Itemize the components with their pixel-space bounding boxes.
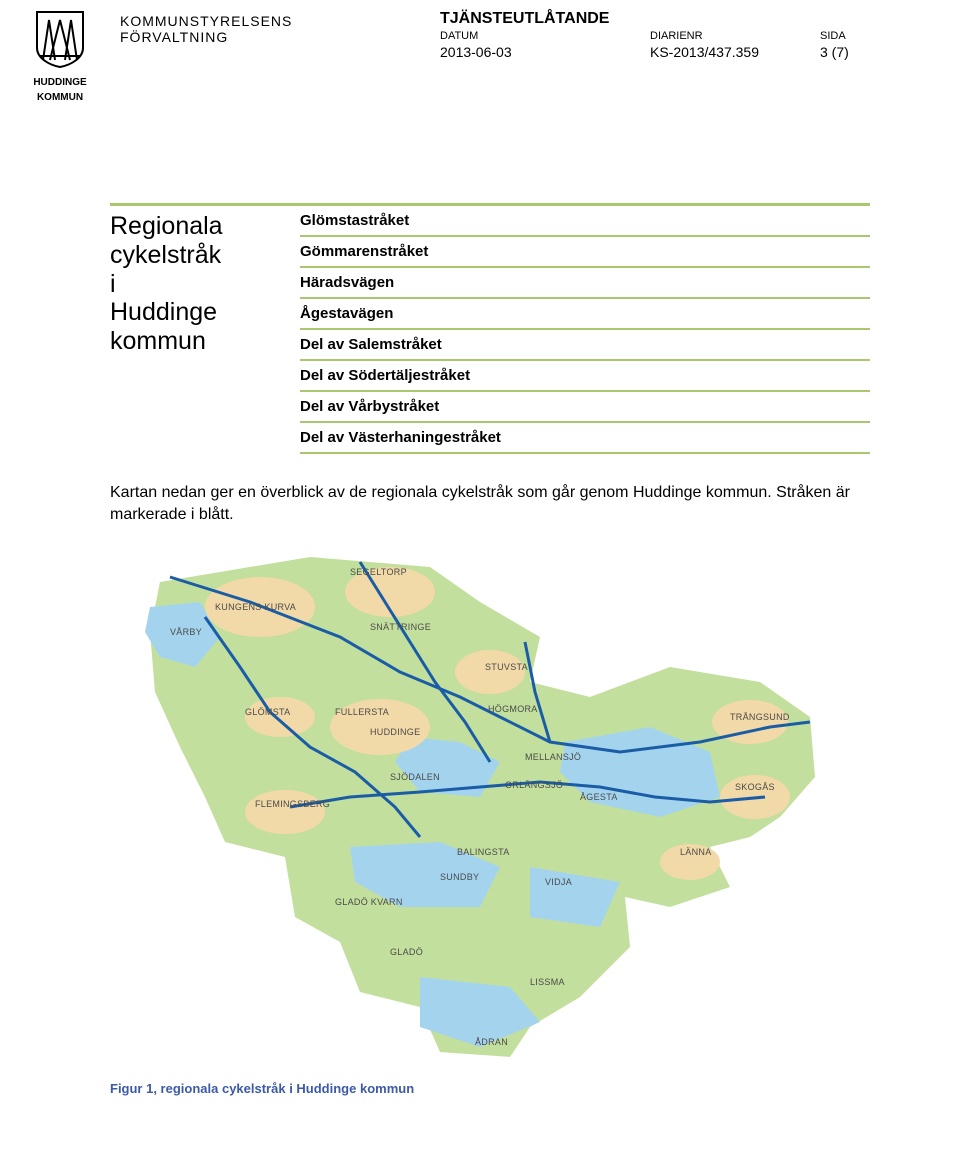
route-item: Häradsvägen — [300, 268, 870, 299]
place-label: HÖGMORA — [488, 704, 538, 714]
organisation-name: KOMMUNSTYRELSENS FÖRVALTNING — [120, 10, 400, 103]
municipality-shield-icon — [35, 10, 85, 68]
logo-text-line1: HUDDINGE — [20, 77, 100, 88]
logo-text-line2: KOMMUN — [20, 92, 100, 103]
title-line: i — [110, 270, 280, 299]
page-content: Regionala cykelstråk i Huddinge kommun G… — [0, 103, 960, 1096]
place-label: SNÄTTRINGE — [370, 622, 431, 632]
place-label: LÄNNA — [680, 847, 712, 857]
route-item: Del av Vårbystråket — [300, 392, 870, 423]
place-label: SKOGÅS — [735, 782, 775, 792]
document-header: HUDDINGE KOMMUN KOMMUNSTYRELSENS FÖRVALT… — [0, 0, 960, 103]
place-label: MELLANSJÖ — [525, 752, 581, 762]
route-item: Del av Salemstråket — [300, 330, 870, 361]
datum-label: DATUM — [440, 30, 650, 42]
sida-value: 3 (7) — [820, 44, 920, 60]
place-label: GLÖMSTA — [245, 707, 290, 717]
place-label: VÅRBY — [170, 627, 202, 637]
route-item: Del av Västerhaningestråket — [300, 423, 870, 454]
title-line: Huddinge — [110, 298, 280, 327]
place-label: BALINGSTA — [457, 847, 510, 857]
route-item: Ågestavägen — [300, 299, 870, 330]
map-svg — [110, 547, 845, 1067]
place-label: SEGELTORP — [350, 567, 407, 577]
datum-value: 2013-06-03 — [440, 44, 650, 60]
route-table-title: Regionala cykelstråk i Huddinge kommun — [110, 206, 280, 454]
sida-label: SIDA — [820, 30, 920, 42]
document-title: TJÄNSTEUTLÅTANDE — [440, 10, 920, 28]
place-label: ÅGESTA — [580, 792, 618, 802]
place-label: STUVSTA — [485, 662, 528, 672]
title-line: cykelstråk — [110, 241, 280, 270]
route-list: GlömstastråketGömmarenstråketHäradsvägen… — [300, 206, 870, 454]
place-label: ORLÅNGSJÖ — [505, 780, 563, 790]
place-label: GLADÖ — [390, 947, 423, 957]
figure-caption: Figur 1, regionala cykelstråk i Huddinge… — [110, 1081, 870, 1096]
route-item: Del av Södertäljestråket — [300, 361, 870, 392]
header-right: KOMMUNSTYRELSENS FÖRVALTNING TJÄNSTEUTLÅ… — [120, 10, 920, 103]
logo-column: HUDDINGE KOMMUN — [20, 10, 100, 103]
place-label: KUNGENS KURVA — [215, 602, 296, 612]
diarienr-value: KS-2013/437.359 — [650, 44, 820, 60]
place-label: GLADÖ KVARN — [335, 897, 403, 907]
place-label: ÅDRAN — [475, 1037, 508, 1047]
route-table: Regionala cykelstråk i Huddinge kommun G… — [110, 203, 870, 454]
body-paragraph: Kartan nedan ger en överblick av de regi… — [110, 482, 870, 525]
place-label: LISSMA — [530, 977, 565, 987]
place-label: VIDJA — [545, 877, 572, 887]
urban-shape — [455, 650, 525, 694]
place-label: FLEMINGSBERG — [255, 799, 330, 809]
title-line: Regionala — [110, 212, 280, 241]
place-label: SUNDBY — [440, 872, 479, 882]
urban-shape — [245, 790, 325, 834]
place-label: HUDDINGE — [370, 727, 420, 737]
place-label: TRÅNGSUND — [730, 712, 790, 722]
map-figure: SEGELTORP KUNGENS KURVA VÅRBY SNÄTTRINGE STU… — [110, 547, 845, 1067]
diarienr-label: DIARIENR — [650, 30, 820, 42]
title-line: kommun — [110, 327, 280, 356]
route-item: Glömstastråket — [300, 206, 870, 237]
place-label: FULLERSTA — [335, 707, 389, 717]
document-meta: TJÄNSTEUTLÅTANDE DATUM DIARIENR SIDA 201… — [440, 10, 920, 103]
urban-shape — [245, 697, 315, 737]
place-label: SJÖDALEN — [390, 772, 440, 782]
route-item: Gömmarenstråket — [300, 237, 870, 268]
